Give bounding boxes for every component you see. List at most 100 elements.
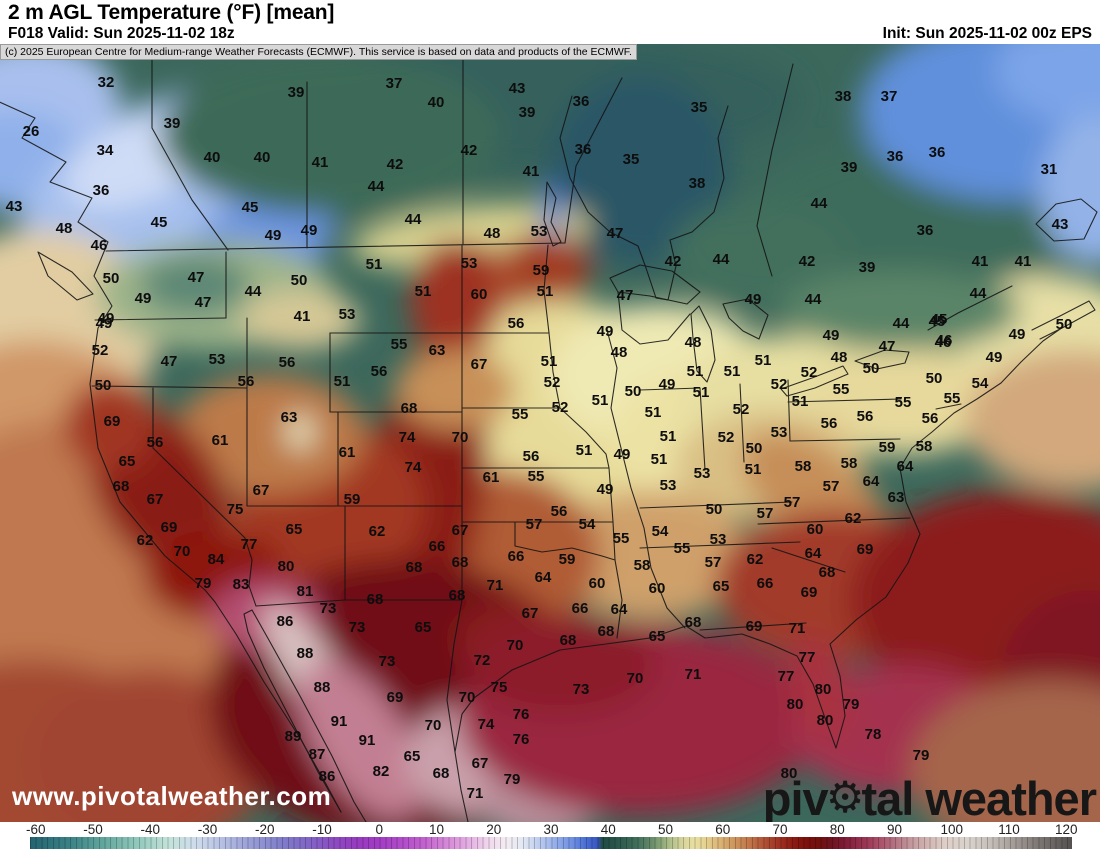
temp-label: 57 <box>784 494 801 511</box>
temp-label: 26 <box>23 123 40 140</box>
temp-label: 31 <box>1041 161 1058 178</box>
temp-label: 51 <box>576 442 593 459</box>
temp-label: 46 <box>935 334 952 351</box>
temp-label: 41 <box>1015 253 1032 270</box>
watermark-url: www.pivotalweather.com <box>12 781 332 811</box>
temp-label: 84 <box>208 551 225 568</box>
temp-label: 53 <box>694 465 711 482</box>
temp-label: 80 <box>278 558 295 575</box>
valid-time-label: F018 Valid: Sun 2025-11-02 18z <box>8 24 235 42</box>
colorbar-tick: -60 <box>25 822 46 837</box>
colorbar-tick: 0 <box>375 822 383 837</box>
temperature-colorbar: -60 -50 -40 -30 -20 -10 0 10 20 30 40 50 60 70 80 90 100… <box>0 822 1100 850</box>
temp-label: 47 <box>161 353 178 370</box>
temp-label: 37 <box>881 88 898 105</box>
temp-label: 51 <box>334 373 351 390</box>
temp-label: 73 <box>349 619 366 636</box>
temp-label: 48 <box>484 225 501 242</box>
temp-label: 49 <box>98 310 115 327</box>
temp-label: 39 <box>859 259 876 276</box>
temperature-blob <box>175 375 365 495</box>
map-canvas: 32 39 26 39 34 40 40 41 36 44 45 45 43 48 46 49 49 50 47 49… <box>0 44 1100 822</box>
vancouver-island <box>37 251 94 301</box>
temp-label: 55 <box>391 336 408 353</box>
temp-label: 70 <box>459 689 476 706</box>
temp-label: 47 <box>188 269 205 286</box>
gear-icon: ⚙ <box>825 772 865 823</box>
temp-label: 38 <box>835 88 852 105</box>
temp-label: 71 <box>467 785 484 802</box>
temp-label: 56 <box>821 415 838 432</box>
temp-label: 69 <box>104 413 121 430</box>
temp-label: 91 <box>359 732 376 749</box>
colorbar-tick: -50 <box>83 822 103 837</box>
temp-label: 36 <box>575 141 592 158</box>
temperature-blob <box>395 350 515 430</box>
colorbar-tick: -30 <box>197 822 218 837</box>
temp-label: 39 <box>288 84 305 101</box>
temp-label: 34 <box>97 142 114 159</box>
temp-label: 54 <box>652 523 669 540</box>
temp-label: 45 <box>929 313 946 330</box>
temp-label: 64 <box>611 601 628 618</box>
temp-label: 67 <box>472 755 489 772</box>
temp-label: 48 <box>831 349 848 366</box>
temp-label: 49 <box>265 227 282 244</box>
temp-label: 68 <box>401 400 418 417</box>
temp-label: 44 <box>405 211 422 228</box>
temp-label: 68 <box>433 765 450 782</box>
mississippi-river <box>606 329 686 629</box>
temp-label: 57 <box>823 478 840 495</box>
colorbar-segment-lines <box>30 837 1072 849</box>
temp-label: 47 <box>879 338 896 355</box>
temp-label: 56 <box>238 373 255 390</box>
temperature-blob <box>995 44 1100 125</box>
page-title: 2 m AGL Temperature (°F) [mean] <box>8 1 335 24</box>
temperature-blob <box>286 414 314 450</box>
temp-label: 64 <box>535 569 552 586</box>
temp-label: 51 <box>415 283 432 300</box>
temp-label: 62 <box>137 532 154 549</box>
temp-label: 70 <box>627 670 644 687</box>
temp-label: 44 <box>811 195 828 212</box>
temp-label: 42 <box>387 156 404 173</box>
temp-label: 69 <box>746 618 763 635</box>
temp-label: 69 <box>801 584 818 601</box>
temp-label: 72 <box>474 652 491 669</box>
temp-label: 73 <box>573 681 590 698</box>
temperature-blob <box>410 240 500 360</box>
gulf-atlantic-coastline <box>454 326 1064 753</box>
temp-label: 51 <box>541 353 558 370</box>
temp-label: 56 <box>523 448 540 465</box>
lake-huron <box>722 298 769 340</box>
copyright-notice: (c) 2025 European Centre for Medium-rang… <box>0 44 637 60</box>
temp-label: 45 <box>931 311 948 328</box>
temp-label: 56 <box>857 408 874 425</box>
colorbar-tick: 80 <box>829 822 845 837</box>
temp-label: 69 <box>161 519 178 536</box>
temp-label: 63 <box>429 342 446 359</box>
temp-label: 36 <box>93 182 110 199</box>
temp-label: 61 <box>339 444 356 461</box>
temp-label: 36 <box>573 93 590 110</box>
temp-label: 73 <box>320 600 337 617</box>
temp-label: 67 <box>471 356 488 373</box>
temp-label: 55 <box>895 394 912 411</box>
temp-label: 65 <box>286 521 303 538</box>
temp-label: 57 <box>526 516 543 533</box>
temp-label: 47 <box>607 225 624 242</box>
temp-label: 39 <box>164 115 181 132</box>
temp-label: 91 <box>331 713 348 730</box>
temp-label: 68 <box>406 559 423 576</box>
colorbar-tick: 60 <box>715 822 731 837</box>
temp-label: 47 <box>617 287 634 304</box>
temp-label: 43 <box>509 80 526 97</box>
temp-label: 52 <box>801 364 818 381</box>
temp-label: 65 <box>404 748 421 765</box>
temp-label: 51 <box>592 392 609 409</box>
temperature-blob <box>780 270 1020 350</box>
temp-label: 41 <box>972 253 989 270</box>
temp-label: 64 <box>897 458 914 475</box>
watermark-brand: piv ⚙ tal weather <box>763 772 1097 823</box>
